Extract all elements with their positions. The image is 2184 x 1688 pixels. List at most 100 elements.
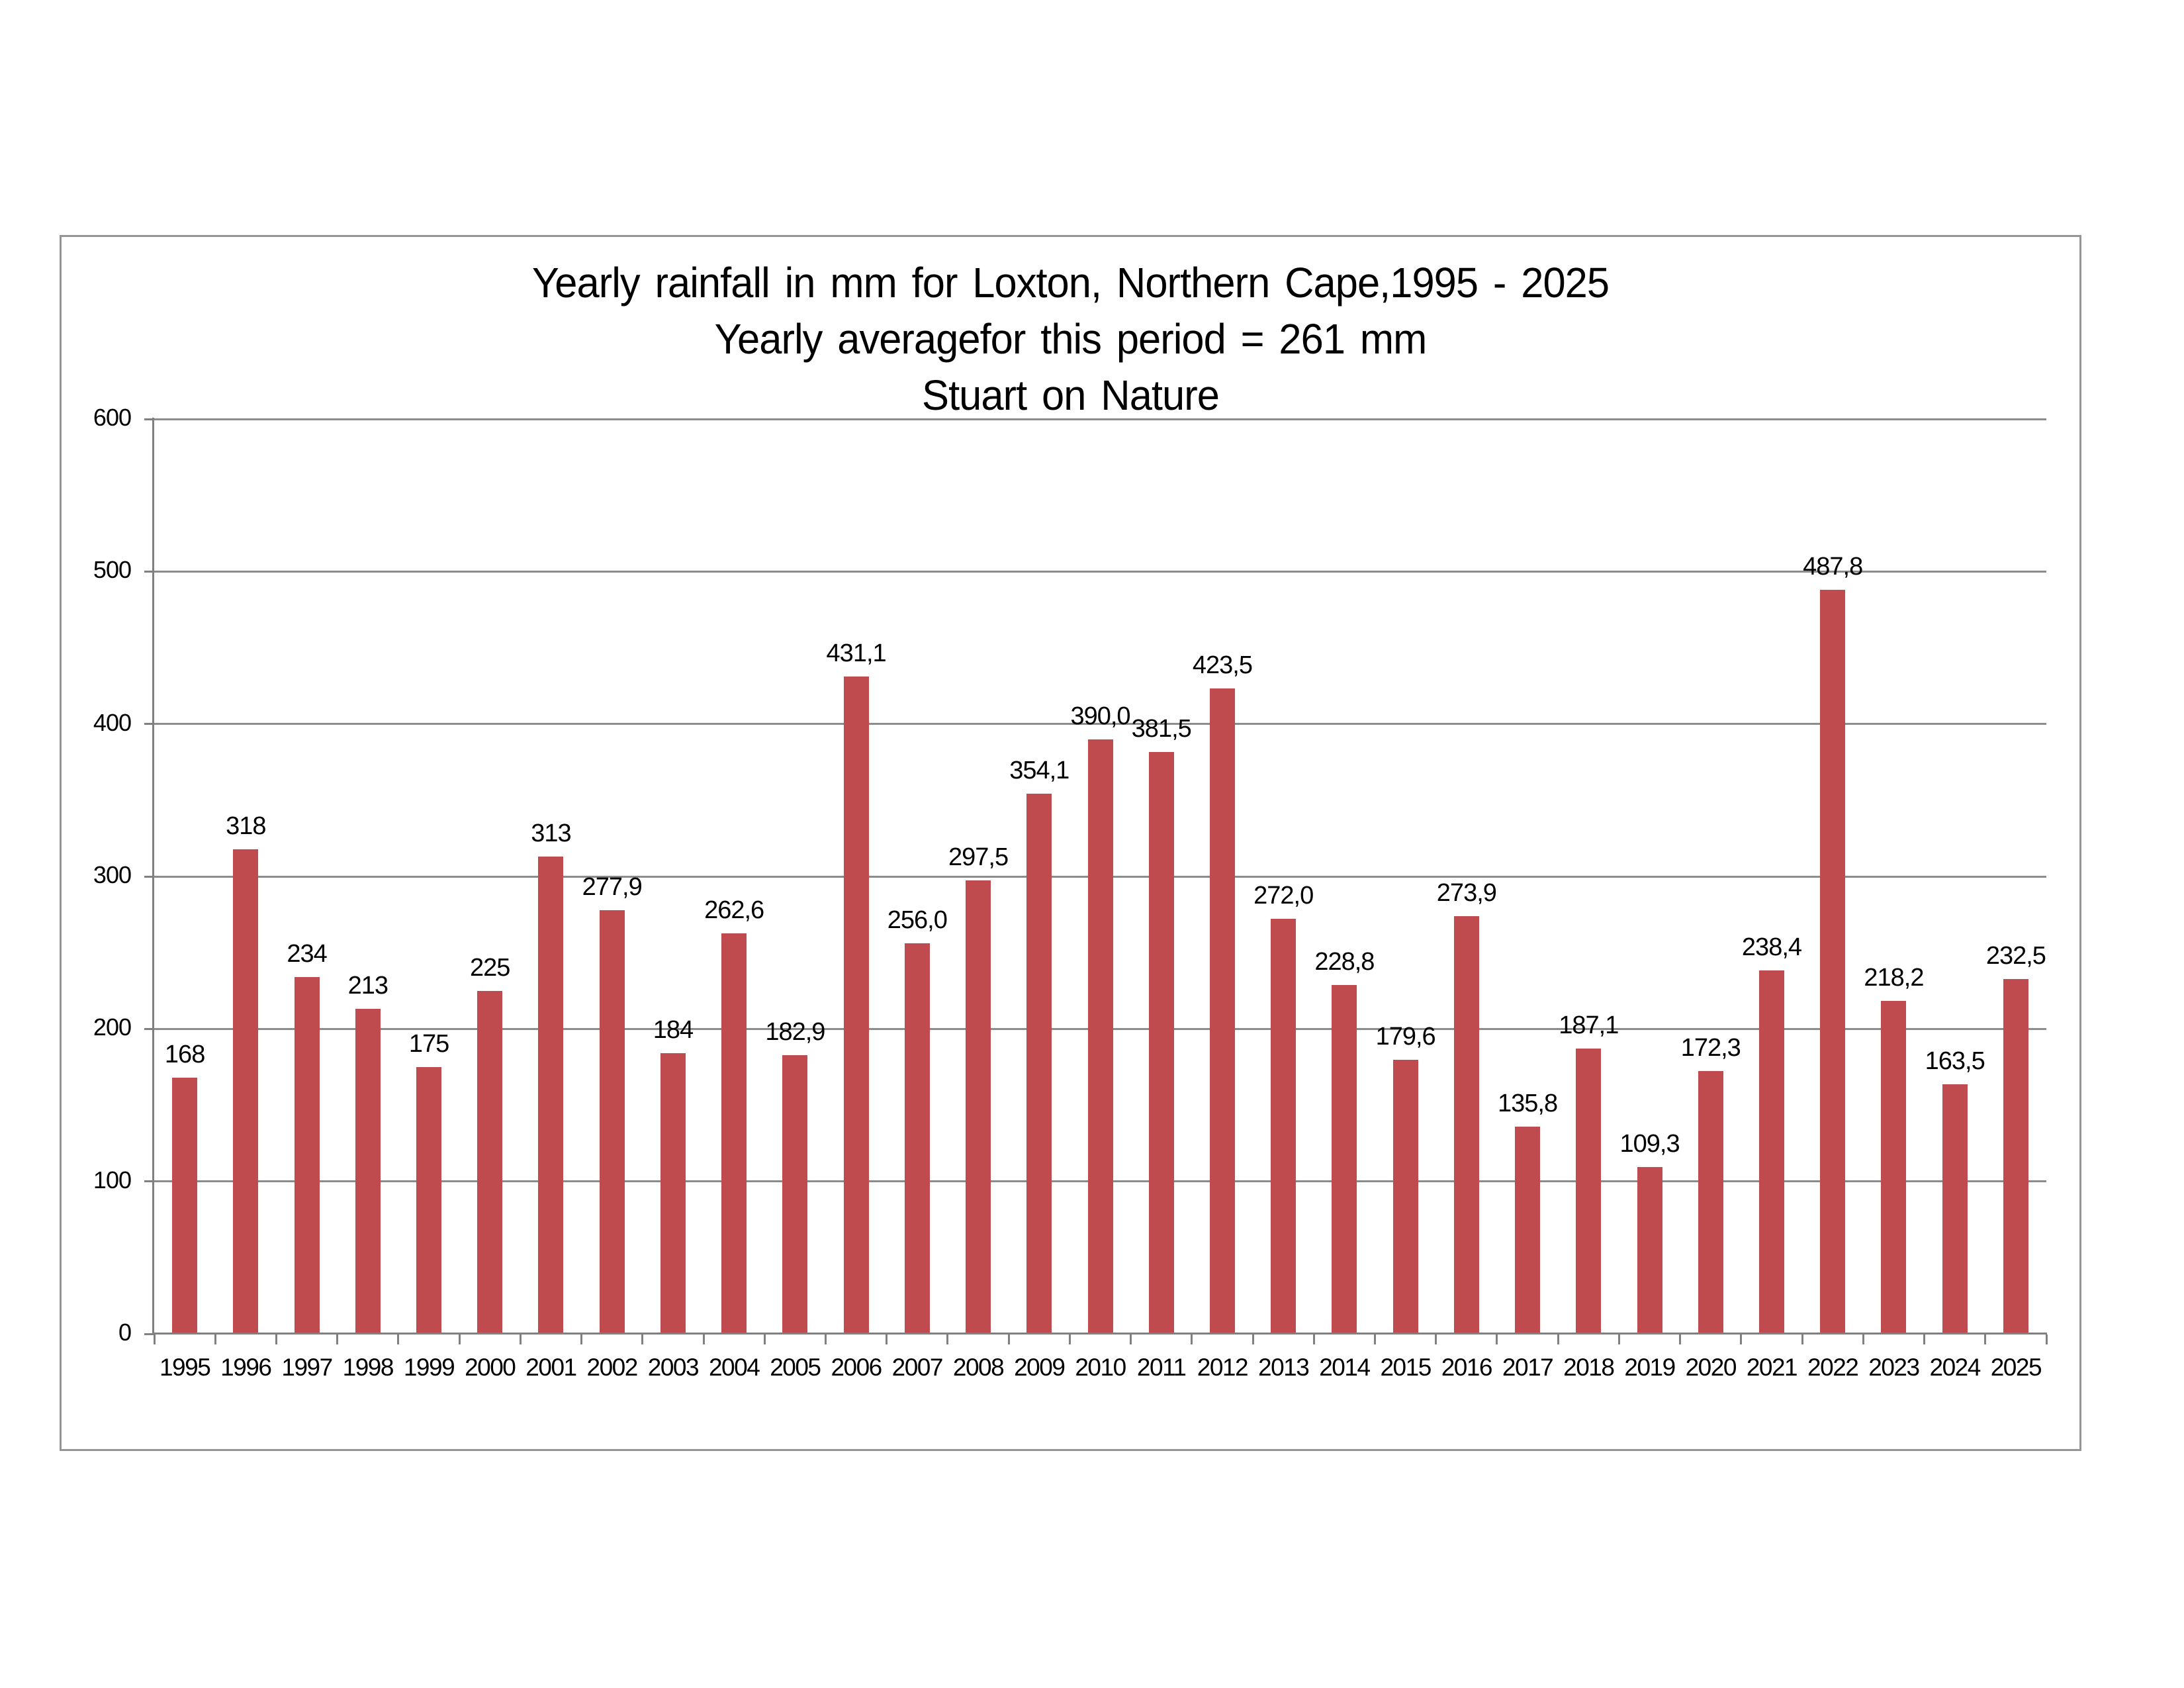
bar-2021: [1758, 970, 1784, 1334]
x-axis-tick: [702, 1335, 705, 1344]
y-axis-tick-300: [144, 875, 152, 878]
bar-2014: [1332, 984, 1357, 1334]
x-axis-tick: [1740, 1335, 1743, 1344]
bar-2015: [1392, 1060, 1418, 1334]
y-axis-line: [152, 418, 154, 1335]
y-axis-tick-600: [144, 418, 152, 420]
x-axis-tick: [1801, 1335, 1803, 1344]
bar-value-label-2011: 381,5: [1131, 715, 1192, 743]
y-axis-tick-500: [144, 570, 152, 573]
x-axis-label-2022: 2022: [1807, 1354, 1859, 1381]
gridline-400: [154, 723, 2046, 726]
x-axis-label-2003: 2003: [647, 1354, 700, 1381]
bar-2025: [2003, 979, 2028, 1334]
bar-2001: [538, 857, 564, 1334]
x-axis-tick: [1435, 1335, 1437, 1344]
bar-value-label-2006: 431,1: [826, 639, 887, 668]
bar-value-label-2003: 184: [653, 1016, 694, 1045]
bar-value-label-2014: 228,8: [1314, 947, 1375, 976]
x-axis-label-2016: 2016: [1441, 1354, 1493, 1381]
x-axis-label-2000: 2000: [465, 1354, 516, 1381]
bar-value-label-2017: 135,8: [1498, 1090, 1558, 1118]
x-axis-tick: [1617, 1335, 1620, 1344]
x-axis-label-1999: 1999: [403, 1354, 455, 1381]
x-axis-label-2009: 2009: [1014, 1354, 1066, 1381]
x-axis-tick: [886, 1335, 888, 1344]
bar-value-label-2002: 277,9: [582, 872, 643, 901]
bar-2010: [1087, 739, 1113, 1334]
bar-2016: [1453, 916, 1479, 1334]
x-axis-tick: [1191, 1335, 1193, 1344]
x-axis-label-2015: 2015: [1380, 1354, 1432, 1381]
bar-value-label-2005: 182,9: [765, 1017, 825, 1046]
x-axis-tick: [1557, 1335, 1559, 1344]
x-axis-label-2010: 2010: [1075, 1354, 1126, 1381]
y-axis-tick-0: [144, 1333, 152, 1335]
bar-value-label-2010: 390,0: [1070, 702, 1130, 730]
x-axis-label-2017: 2017: [1502, 1354, 1554, 1381]
bar-2012: [1209, 688, 1235, 1334]
x-axis-label-2023: 2023: [1868, 1354, 1920, 1381]
x-axis-label-2019: 2019: [1624, 1354, 1676, 1381]
x-axis-tick: [1374, 1335, 1377, 1344]
x-axis-tick: [519, 1335, 522, 1344]
x-axis-label-2006: 2006: [831, 1354, 882, 1381]
x-axis-tick: [1312, 1335, 1315, 1344]
x-axis-label-2001: 2001: [525, 1354, 577, 1381]
bar-2020: [1698, 1071, 1723, 1334]
bar-1998: [355, 1009, 381, 1334]
x-axis-tick: [763, 1335, 766, 1344]
bar-2013: [1271, 919, 1297, 1334]
x-axis-label-2020: 2020: [1685, 1354, 1737, 1381]
plot-area: 0 100 200 300 400 500 600 168 1995 318 1996 234 1997…: [93, 404, 2048, 1381]
x-axis-tick: [1130, 1335, 1132, 1344]
bar-2024: [1942, 1084, 1968, 1334]
x-axis-tick: [1007, 1335, 1010, 1344]
bar-value-label-2008: 297,5: [948, 843, 1009, 871]
bar-value-label-2004: 262,6: [704, 896, 764, 925]
x-axis-tick: [1251, 1335, 1254, 1344]
chart-title-line3: Stuart on Nature: [922, 371, 1220, 419]
bar-2017: [1515, 1127, 1541, 1334]
x-axis-tick: [1862, 1335, 1864, 1344]
chart-frame: Yearly rainfall in mm for Loxton, Northe…: [60, 235, 2081, 1451]
bar-2023: [1881, 1001, 1907, 1334]
chart-title-block: Yearly rainfall in mm for Loxton, Northe…: [102, 255, 2039, 424]
x-axis-label-2012: 2012: [1197, 1354, 1249, 1381]
y-axis-label: 100: [93, 1166, 132, 1194]
x-axis-tick: [214, 1335, 216, 1344]
bar-2022: [1820, 590, 1846, 1334]
bar-1995: [172, 1078, 198, 1334]
x-axis-label-2024: 2024: [1929, 1354, 1981, 1381]
x-axis-tick: [153, 1335, 156, 1344]
y-axis-label: 0: [118, 1319, 132, 1346]
x-axis-label-2014: 2014: [1319, 1354, 1371, 1381]
bar-2004: [721, 933, 747, 1334]
x-axis-tick: [1068, 1335, 1071, 1344]
y-axis-label: 500: [93, 556, 132, 584]
x-axis-label-1996: 1996: [220, 1354, 272, 1381]
bar-1996: [233, 849, 259, 1334]
x-axis-label-2018: 2018: [1563, 1354, 1615, 1381]
x-axis-tick: [1679, 1335, 1682, 1344]
x-axis-tick: [1496, 1335, 1498, 1344]
bar-2003: [660, 1053, 686, 1334]
x-axis-tick: [824, 1335, 827, 1344]
y-axis-tick-100: [144, 1180, 152, 1183]
bar-2005: [782, 1055, 808, 1334]
y-axis-label: 200: [93, 1013, 132, 1041]
bar-value-label-2022: 487,8: [1803, 553, 1863, 581]
bar-2009: [1026, 794, 1052, 1334]
x-axis-tick: [397, 1335, 400, 1344]
x-axis-label-2008: 2008: [952, 1354, 1005, 1381]
x-axis-tick: [641, 1335, 644, 1344]
x-axis-label-2011: 2011: [1136, 1354, 1187, 1381]
y-axis-label: 600: [93, 404, 132, 431]
x-axis-label-1997: 1997: [281, 1354, 333, 1381]
bar-2000: [477, 990, 503, 1334]
y-axis-tick-400: [144, 723, 152, 726]
bar-2011: [1148, 752, 1174, 1334]
x-axis-label-2002: 2002: [586, 1354, 639, 1381]
y-axis-label: 300: [93, 861, 132, 888]
